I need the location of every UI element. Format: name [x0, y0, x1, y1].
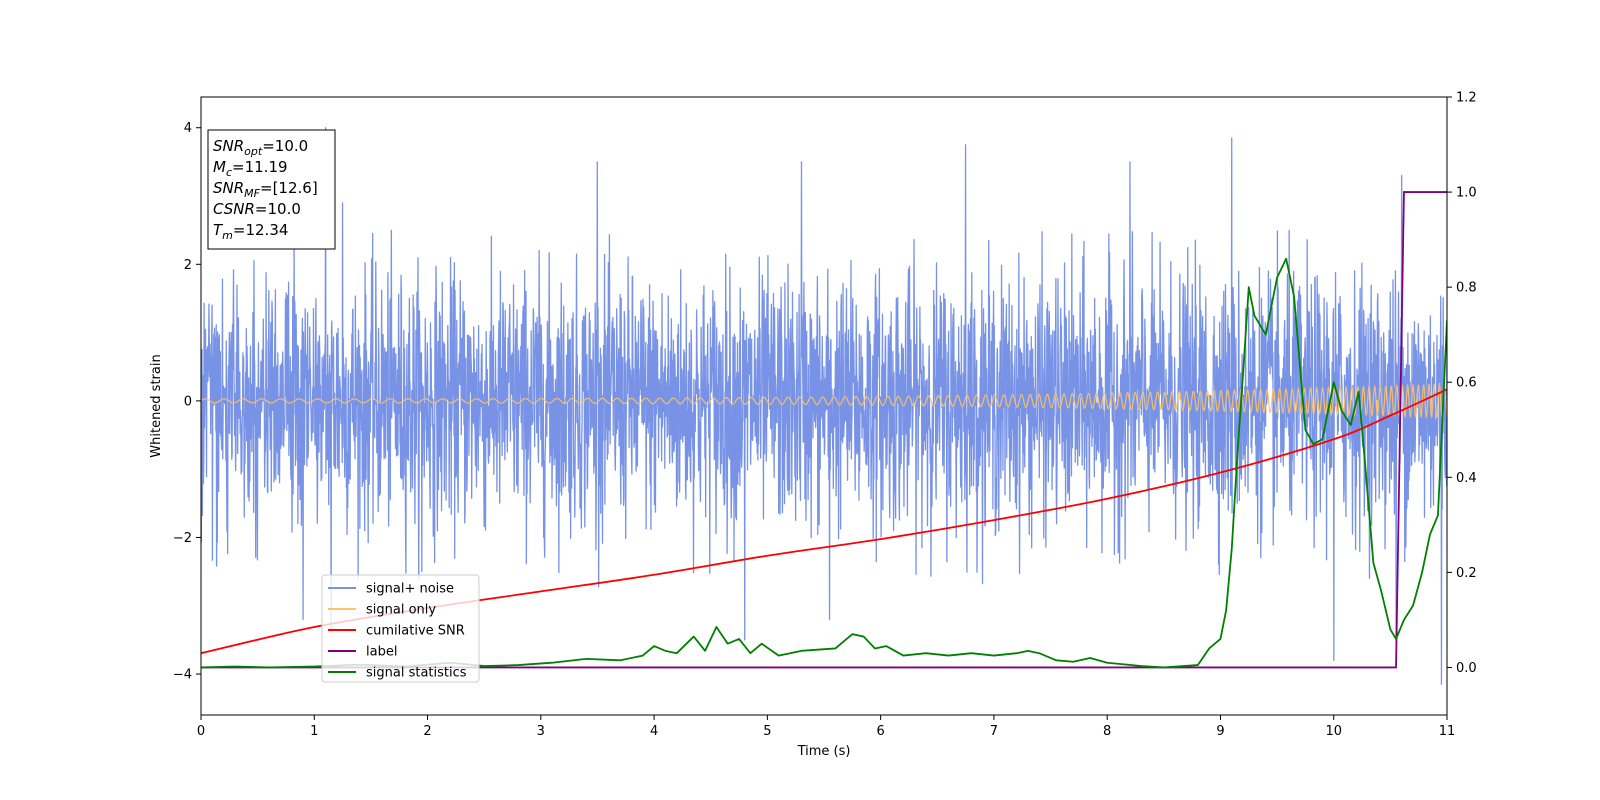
y-tick-label: −2: [173, 531, 192, 546]
annotation-box-frame: [207, 129, 336, 250]
annotation-value: =10.0: [255, 200, 301, 218]
legend: signal+ noise signal only cumilative SNR la…: [321, 574, 480, 683]
y2-tick-label: 1.0: [1456, 186, 1477, 201]
series-line-signal-only: [201, 382, 1447, 420]
annotation-symbol: SNR: [213, 179, 244, 197]
annotation-value: =[12.6]: [260, 179, 318, 197]
annotation-value: =11.19: [232, 158, 288, 176]
annotation-line: SNRopt=10.0: [213, 137, 308, 158]
axes: 0 1 2 3 4 5 6 7 8 9 10 11 4 2 0 −2 −4 1.2 1.0 0.8 0.6 0.4 0.2 0…: [173, 91, 1477, 740]
y-tick-label: 2: [184, 258, 192, 273]
series-line-label: [201, 191, 1447, 669]
annotation-subscript: m: [222, 229, 233, 242]
annotation-line: Mc=11.19: [213, 158, 288, 179]
legend-label: label: [366, 645, 397, 660]
x-tick-label: 2: [423, 724, 431, 739]
annotation-value: =10.0: [262, 137, 308, 155]
y-tick-label: −4: [173, 668, 192, 683]
x-tick-label: 11: [1439, 724, 1456, 739]
parameter-annotation-box: SNRopt=10.0Mc=11.19SNRMF=[12.6]CSNR=10.0…: [207, 129, 336, 250]
x-tick-label: 10: [1325, 724, 1342, 739]
x-axis-label: Time (s): [797, 744, 851, 759]
annotation-line: Tm=12.34: [213, 221, 288, 242]
legend-label: signal statistics: [366, 666, 467, 681]
legend-label: cumilative SNR: [366, 624, 465, 639]
x-tick-label: 9: [1216, 724, 1224, 739]
y2-tick-label: 0.2: [1456, 566, 1477, 581]
annotation-line: CSNR=10.0: [213, 200, 301, 218]
x-tick-label: 7: [990, 724, 998, 739]
x-tick-label: 0: [197, 724, 205, 739]
x-tick-label: 8: [1103, 724, 1111, 739]
legend-label: signal+ noise: [366, 582, 454, 597]
x-tick-label: 4: [650, 724, 658, 739]
y2-tick-label: 0.8: [1456, 281, 1477, 296]
annotation-subscript: opt: [244, 145, 263, 158]
legend-label: signal only: [366, 603, 436, 618]
series-line-signal-noise: [201, 127, 1447, 685]
y-tick-label: 4: [184, 121, 192, 136]
axes-frame: [200, 96, 1448, 716]
annotation-line: SNRMF=[12.6]: [213, 179, 318, 200]
annotation-symbol: T: [213, 221, 224, 239]
annotation-symbol: M: [213, 158, 226, 176]
series-line-signal-statistics: [201, 257, 1447, 669]
x-tick-label: 1: [310, 724, 318, 739]
y2-tick-label: 0.0: [1456, 661, 1477, 676]
x-tick-label: 6: [876, 724, 884, 739]
y2-tick-label: 0.6: [1456, 376, 1477, 391]
x-tick-label: 3: [537, 724, 545, 739]
annotation-subscript: MF: [244, 187, 260, 200]
y-axis-label: Whitened strain: [149, 354, 164, 457]
annotation-value: =12.34: [233, 221, 289, 239]
x-tick-label: 5: [763, 724, 771, 739]
annotation-subscript: c: [226, 166, 232, 179]
y2-tick-label: 1.2: [1456, 91, 1477, 106]
annotation-symbol: CSNR: [213, 200, 255, 218]
y-tick-label: 0: [184, 394, 192, 409]
legend-frame: [321, 574, 480, 683]
y2-tick-label: 0.4: [1456, 471, 1477, 486]
annotation-symbol: SNR: [213, 137, 244, 155]
